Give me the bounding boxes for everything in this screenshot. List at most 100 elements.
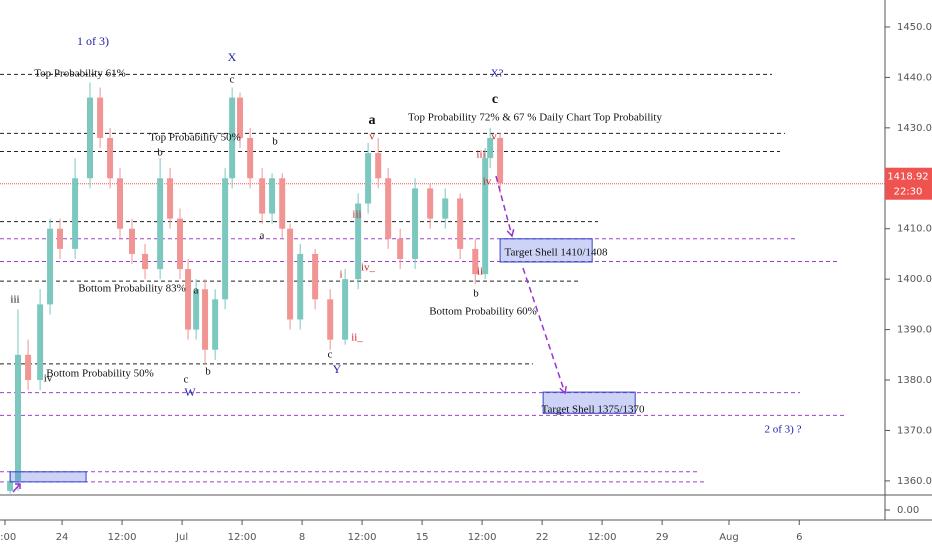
annotation: Top Probability 72% & 67 % Daily Chart T…: [408, 112, 662, 124]
target-box: [9, 471, 87, 483]
annotation: W: [184, 385, 196, 399]
candle-body: [355, 203, 362, 280]
candle-body: [193, 289, 200, 330]
annotation: Top Probability 61%: [34, 68, 126, 80]
annotation: a: [369, 113, 376, 128]
candle-body: [177, 218, 184, 270]
candle-body: [247, 137, 254, 179]
x-tick-label: 24: [56, 532, 69, 543]
candle-body: [202, 289, 209, 350]
candle-body: [287, 228, 294, 320]
annotation: c: [230, 74, 235, 86]
candle-body: [385, 178, 392, 239]
arrow: [495, 175, 513, 237]
x-tick-label: 22: [536, 532, 549, 543]
candle-body: [129, 228, 136, 254]
candle-body: [142, 253, 149, 270]
candle-body: [117, 178, 124, 229]
x-tick-label: Aug: [719, 532, 739, 543]
candle-body: [72, 178, 79, 249]
candle-body: [37, 304, 44, 381]
annotation: iv_: [361, 262, 376, 274]
x-tick-label: 12:00: [468, 532, 497, 543]
y-tick-label: 1440.00: [897, 72, 932, 83]
annotation: 2 of 3) ?: [765, 424, 802, 436]
x-tick-label: 12:00: [588, 532, 617, 543]
candle-body: [375, 153, 382, 179]
annotation: iv: [44, 373, 53, 385]
candle-body: [107, 137, 114, 179]
annotation: b: [272, 136, 278, 148]
annotation: Y: [333, 362, 342, 376]
candle-body: [412, 188, 419, 259]
x-tick-label: 12:00: [348, 532, 377, 543]
annotation: iii: [476, 149, 485, 161]
candle-body: [427, 188, 434, 219]
annotation: b: [157, 147, 163, 159]
candle-body: [237, 97, 244, 138]
candle-body: [25, 354, 32, 381]
y-tick-label: 1430.00: [897, 123, 932, 134]
x-tick-label: 29: [656, 532, 669, 543]
annotation: iii: [352, 209, 361, 221]
x-tick-label: 2:00: [0, 532, 16, 543]
x-tick-label: 15: [416, 532, 429, 543]
candle-body: [157, 178, 164, 270]
candle-body: [327, 299, 334, 340]
annotation: Bottom Probability 83%: [78, 283, 186, 295]
y-tick-label: 1380.00: [897, 375, 932, 386]
annotation: X: [228, 50, 237, 64]
x-tick-label: Jul: [175, 532, 188, 543]
annotation: c: [492, 92, 498, 107]
candle-body: [87, 97, 94, 179]
annotation: c: [184, 374, 189, 386]
last-price-tag: [885, 167, 932, 200]
annotation: Target Shell 1410/1408: [505, 247, 608, 259]
annotation: 1 of 3): [77, 34, 109, 48]
candle-body: [472, 248, 479, 275]
annotation: a: [260, 230, 265, 242]
annotation: v: [491, 131, 497, 143]
annotation: v: [369, 131, 375, 143]
candle-body: [297, 253, 304, 320]
arrow-head: [559, 385, 567, 395]
candle-body: [47, 228, 54, 305]
y-tick-label: 1390.00: [897, 325, 932, 336]
candle-body: [457, 198, 464, 249]
x-tick-label: 12:00: [228, 532, 257, 543]
candle-body: [7, 480, 14, 491]
candle-body: [365, 153, 372, 204]
candle-body: [442, 198, 449, 219]
candle-body: [15, 354, 22, 481]
candle-body: [279, 178, 286, 229]
candle-body: [342, 279, 349, 340]
annotation: b: [473, 288, 479, 300]
candle-body: [497, 137, 504, 184]
annotation: ii: [477, 266, 483, 278]
last-time-label: 22:30: [894, 187, 923, 198]
candle-body: [269, 178, 276, 214]
candle-body: [259, 178, 266, 214]
arrow-head: [506, 229, 515, 238]
candle-body: [167, 178, 174, 219]
annotation: c: [328, 349, 333, 361]
x-tick-label: 8: [299, 532, 305, 543]
candle-body: [482, 158, 489, 275]
y-tick-label: 1370.00: [897, 425, 932, 436]
candle-body: [222, 178, 229, 300]
annotation: Bottom Probability 50%: [46, 368, 154, 380]
annotation: i: [339, 269, 342, 281]
annotation: Top Probability 50%: [149, 132, 241, 144]
lower-pane-tick: 0.00: [897, 505, 919, 516]
target-box: [499, 238, 593, 263]
candle-body: [97, 97, 104, 138]
candle-body: [229, 97, 236, 179]
annotation: ii_: [351, 332, 363, 344]
y-tick-label: 1400.00: [897, 274, 932, 285]
candle-body: [57, 228, 64, 249]
annotation: X?: [491, 68, 504, 80]
candle-body: [397, 238, 404, 259]
annotation: iv: [483, 176, 492, 188]
